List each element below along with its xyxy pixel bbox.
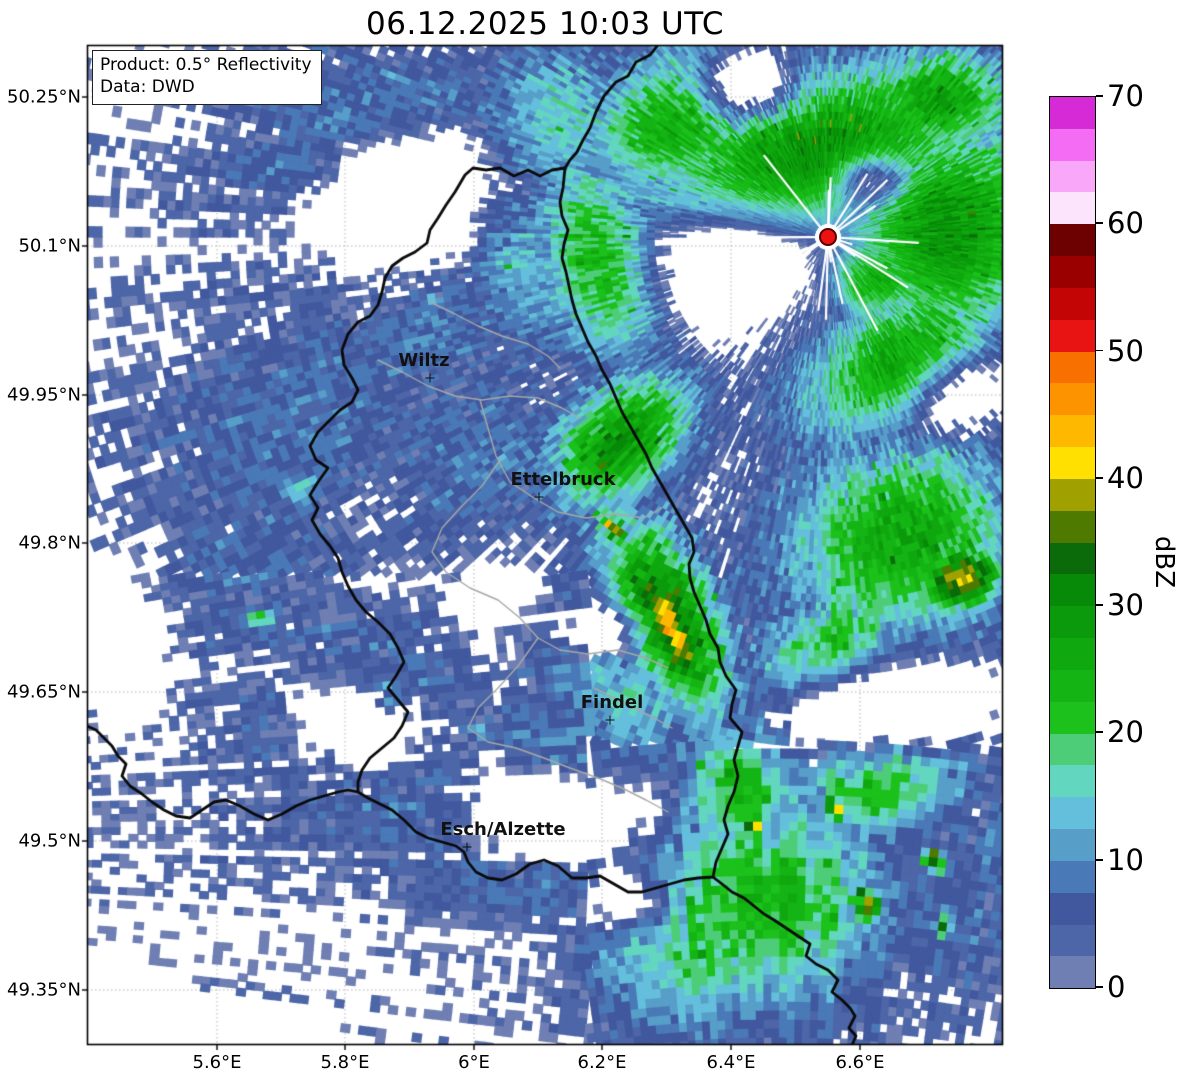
colorbar-segment <box>1050 701 1095 734</box>
colorbar-segment <box>1050 956 1095 989</box>
x-tick-label: 6°E <box>458 1052 490 1073</box>
colorbar-tick-mark <box>1096 986 1103 988</box>
colorbar-segment <box>1050 574 1095 607</box>
colorbar-tick-label: 20 <box>1107 715 1144 750</box>
colorbar-segment <box>1050 542 1095 575</box>
y-tick-label: 49.35°N <box>7 979 81 1001</box>
colorbar-tick-label: 10 <box>1107 842 1144 877</box>
colorbar-segment <box>1050 351 1095 384</box>
colorbar-segment <box>1050 860 1095 893</box>
colorbar-segment <box>1050 892 1095 925</box>
figure-title: 06.12.2025 10:03 UTC <box>366 6 724 42</box>
colorbar-tick-mark <box>1096 476 1103 479</box>
colorbar-segment <box>1050 192 1095 225</box>
colorbar <box>1049 96 1096 989</box>
product-info-box: Product: 0.5° Reflectivity Data: DWD <box>92 50 322 105</box>
x-tick-label: 6.4°E <box>706 1052 756 1073</box>
city-marker-icon <box>425 373 435 383</box>
city-label: Wiltz <box>398 350 450 371</box>
colorbar-segment <box>1050 669 1095 702</box>
colorbar-tick-label: 30 <box>1107 588 1144 623</box>
y-tick-label: 49.95°N <box>7 384 81 406</box>
colorbar-segment <box>1050 797 1095 830</box>
colorbar-segment <box>1050 478 1095 511</box>
y-tick-label: 49.65°N <box>7 681 81 703</box>
x-tick-label: 5.8°E <box>320 1052 370 1073</box>
city-marker-icon <box>534 492 544 502</box>
product-line: Product: 0.5° Reflectivity <box>100 55 312 75</box>
colorbar-segment <box>1050 319 1095 352</box>
city-marker-icon <box>605 715 615 725</box>
colorbar-segment <box>1050 287 1095 320</box>
colorbar-segment <box>1050 765 1095 798</box>
colorbar-segment <box>1050 128 1095 161</box>
radar-site-dot <box>819 228 837 246</box>
data-source-line: Data: DWD <box>100 77 195 98</box>
colorbar-segment <box>1050 256 1095 288</box>
x-tick-label: 6.6°E <box>835 1052 885 1073</box>
colorbar-unit-label: dBZ <box>1149 535 1179 588</box>
colorbar-segment <box>1050 829 1095 861</box>
y-tick-label: 49.5°N <box>18 830 81 852</box>
colorbar-segment <box>1050 606 1095 639</box>
colorbar-tick-label: 50 <box>1107 333 1144 368</box>
colorbar-tick-mark <box>1096 95 1103 97</box>
city-marker-icon <box>462 842 472 852</box>
colorbar-tick-label: 0 <box>1107 970 1126 1004</box>
y-tick-label: 50.25°N <box>7 86 81 108</box>
colorbar-tick-mark <box>1096 858 1103 861</box>
colorbar-segment <box>1050 924 1095 957</box>
colorbar-tick-mark <box>1096 349 1103 352</box>
y-tick-label: 49.8°N <box>18 532 81 554</box>
colorbar-segment <box>1050 510 1095 543</box>
colorbar-tick-mark <box>1096 731 1103 734</box>
colorbar-segment <box>1050 415 1095 448</box>
colorbar-segment <box>1050 638 1095 670</box>
city-label: Findel <box>580 692 644 713</box>
colorbar-tick-label: 70 <box>1107 79 1144 113</box>
city-label: Ettelbruck <box>510 469 616 490</box>
colorbar-tick-mark <box>1096 222 1103 225</box>
x-tick-label: 6.2°E <box>577 1052 627 1073</box>
colorbar-segment <box>1050 224 1095 257</box>
x-tick-label: 5.6°E <box>192 1052 242 1073</box>
colorbar-segment <box>1050 383 1095 416</box>
colorbar-tick-label: 40 <box>1107 460 1144 495</box>
colorbar-segment <box>1050 97 1095 129</box>
colorbar-tick-mark <box>1096 604 1103 606</box>
colorbar-segment <box>1050 733 1095 766</box>
y-tick-label: 50.1°N <box>18 235 81 257</box>
colorbar-tick-label: 60 <box>1107 206 1144 241</box>
colorbar-segment <box>1050 447 1095 479</box>
colorbar-segment <box>1050 160 1095 193</box>
city-label: Esch/Alzette <box>440 819 566 840</box>
